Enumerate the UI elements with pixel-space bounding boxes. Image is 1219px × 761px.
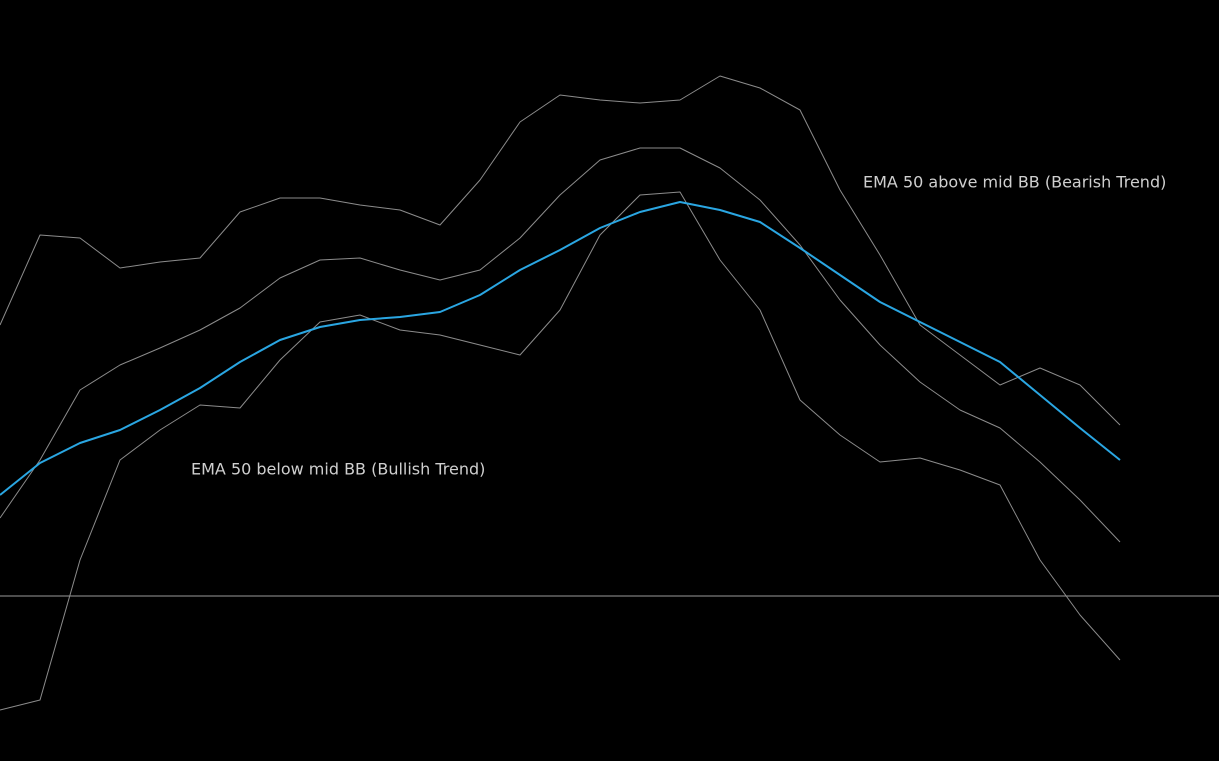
series-line xyxy=(0,75,1121,426)
annotation: EMA 50 above mid BB (Bearish Trend) xyxy=(863,173,1166,192)
annotation: EMA 50 below mid BB (Bullish Trend) xyxy=(191,460,485,479)
series-line xyxy=(0,191,1121,711)
series-line xyxy=(0,147,1121,543)
series-line xyxy=(0,201,1121,496)
